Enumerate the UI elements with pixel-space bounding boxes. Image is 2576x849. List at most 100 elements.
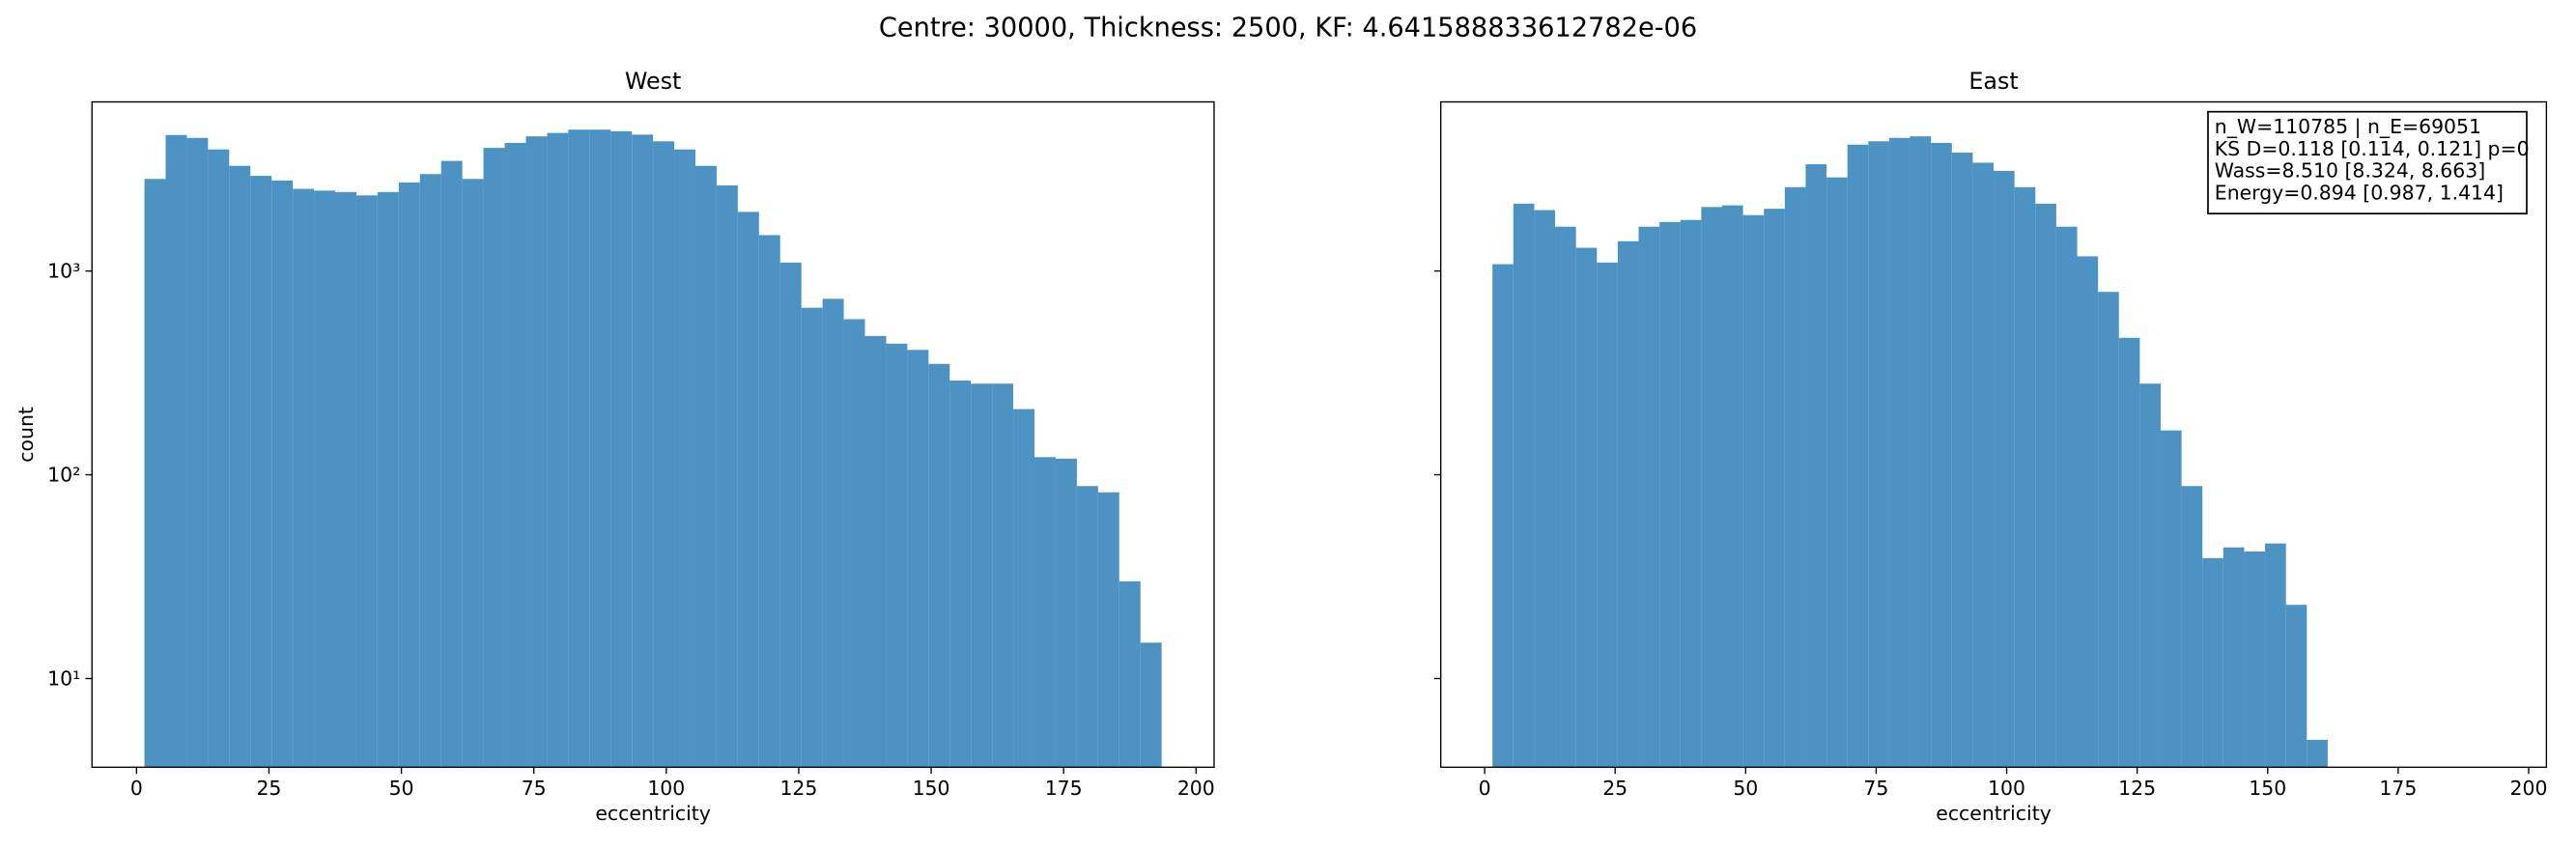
bar (1784, 186, 1806, 768)
bar (653, 141, 675, 768)
axes-title: West (625, 68, 682, 95)
bar (801, 307, 823, 768)
x-tick-label: 200 (1177, 777, 1215, 800)
bar (483, 148, 505, 768)
bar (1721, 205, 1743, 768)
bar (2098, 292, 2119, 768)
bar (1742, 214, 1765, 768)
bar (1931, 143, 1952, 768)
bar (971, 383, 993, 768)
x-tick-label: 100 (1988, 777, 2025, 800)
bar (335, 191, 356, 768)
bar (1805, 164, 1827, 768)
bar (1492, 264, 1514, 768)
x-tick-label: 150 (913, 777, 950, 800)
bar (547, 132, 569, 768)
x-tick-label: 75 (1863, 777, 1888, 800)
bar (440, 160, 463, 768)
annotation-text: KS D=0.118 [0.114, 0.121] p=0 (2215, 137, 2530, 160)
bar (1847, 144, 1869, 768)
bar (398, 182, 420, 768)
bar (1076, 486, 1098, 768)
bar (758, 235, 780, 768)
bar (293, 188, 315, 768)
bar (2181, 486, 2203, 768)
bar (271, 180, 294, 768)
bar (2160, 430, 2182, 768)
x-axis-label: eccentricity (595, 802, 711, 825)
x-tick-label: 50 (1733, 777, 1758, 800)
bar (949, 380, 972, 768)
bar (1826, 177, 1848, 768)
bar (2035, 203, 2056, 768)
bar (144, 179, 166, 768)
x-tick-label: 0 (1479, 777, 1491, 800)
bar (907, 350, 929, 768)
bar (2014, 186, 2036, 768)
bar (1680, 219, 1702, 768)
bar (1638, 226, 1660, 768)
bar (2202, 557, 2223, 768)
annotation-box (2207, 110, 2528, 214)
annotation-text: Energy=0.894 [0.987, 1.414] (2215, 182, 2504, 205)
bar (1910, 136, 1932, 768)
bar (2118, 337, 2140, 768)
bar (822, 298, 844, 768)
bar (419, 174, 441, 768)
x-tick-label: 25 (256, 777, 281, 800)
x-tick-label: 125 (2118, 777, 2156, 800)
bar (504, 143, 526, 768)
x-tick-label: 0 (130, 777, 143, 800)
x-tick-label: 200 (2510, 777, 2548, 800)
axes-title: East (1968, 68, 2018, 95)
bar (1888, 137, 1911, 768)
y-axis-label: count (14, 407, 38, 463)
x-tick-label: 175 (1045, 777, 1083, 800)
annotation-text: n_W=110785 | n_E=69051 (2215, 115, 2481, 139)
bar (208, 149, 230, 768)
bar (186, 137, 209, 768)
bar (165, 134, 187, 768)
annotation-text: Wass=8.510 [8.324, 8.663] (2215, 159, 2485, 183)
x-tick-label: 125 (779, 777, 817, 800)
bar (2307, 740, 2328, 768)
bar (1597, 262, 1618, 768)
bar (1513, 203, 1535, 768)
bar (1097, 492, 1119, 768)
bar (928, 363, 950, 768)
bar (1118, 580, 1141, 768)
bar (779, 262, 802, 768)
bar (1868, 141, 1889, 768)
bar (992, 383, 1014, 768)
bar (674, 149, 695, 768)
x-axis-label: eccentricity (1936, 802, 2052, 825)
bar (737, 212, 759, 768)
bar (1764, 209, 1785, 768)
bar (355, 195, 378, 768)
bar (250, 176, 272, 768)
bar (610, 130, 633, 768)
bar (2055, 226, 2078, 768)
bar (1140, 642, 1162, 768)
bar (2139, 383, 2161, 768)
bar (1659, 221, 1681, 768)
bar (694, 165, 717, 768)
bar (1994, 170, 2015, 768)
bar (525, 136, 548, 768)
bar (377, 191, 399, 768)
bar (2222, 547, 2245, 768)
y-tick-label: 10² (47, 463, 80, 486)
bar (2265, 543, 2286, 768)
axes-frame (1440, 100, 2548, 769)
bar (886, 343, 908, 768)
bar (843, 319, 865, 768)
bar (716, 184, 738, 768)
x-tick-label: 50 (389, 777, 414, 800)
bar (1951, 153, 1973, 768)
x-tick-label: 75 (522, 777, 547, 800)
bar (1575, 247, 1598, 768)
bar (1972, 162, 1995, 768)
x-tick-label: 25 (1602, 777, 1628, 800)
bar (1013, 409, 1035, 768)
